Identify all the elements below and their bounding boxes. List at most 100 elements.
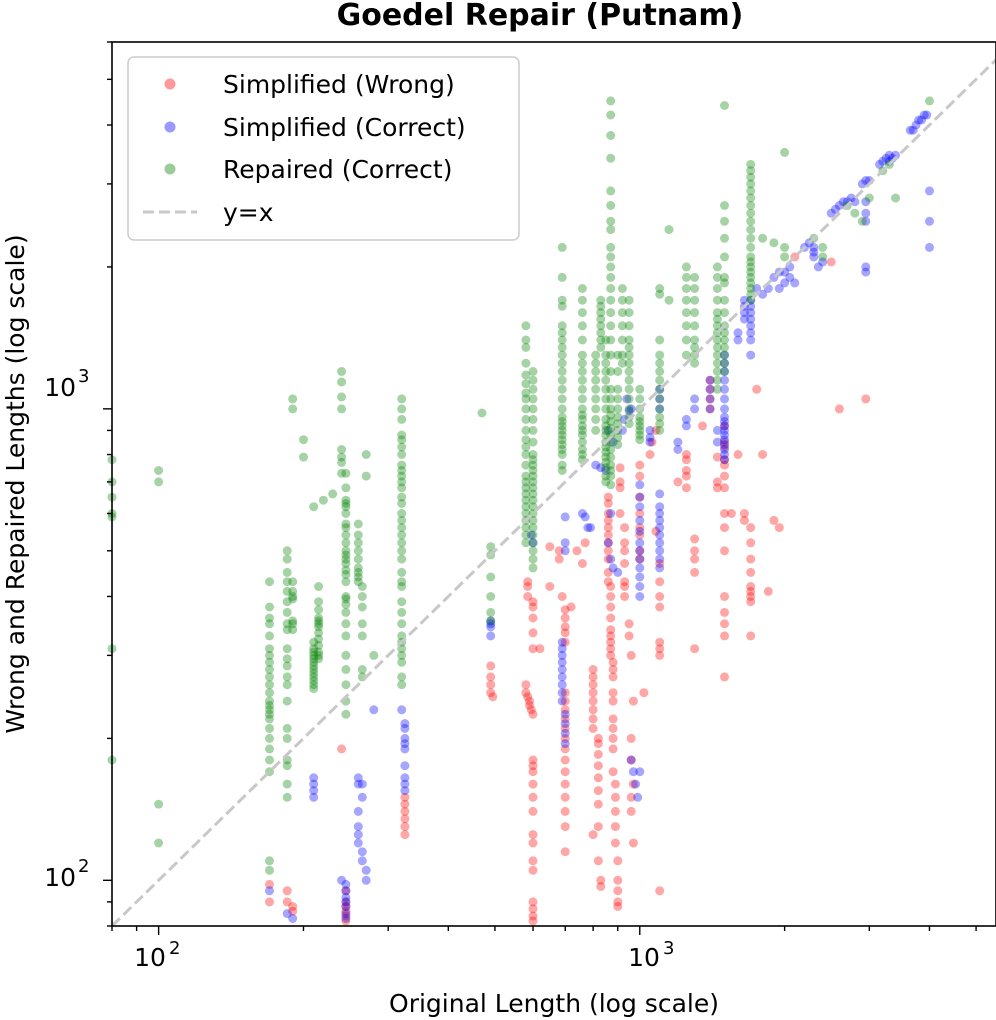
data-point: [528, 384, 538, 394]
data-point: [919, 110, 929, 120]
data-point: [628, 779, 638, 789]
data-point: [397, 577, 407, 587]
data-point: [601, 425, 611, 435]
data-point: [521, 358, 531, 368]
data-point: [681, 350, 691, 360]
data-point: [528, 538, 538, 548]
data-point: [397, 483, 407, 493]
data-point: [591, 350, 601, 360]
data-point: [690, 308, 700, 318]
data-point: [635, 538, 645, 548]
data-point: [288, 906, 298, 916]
data-point: [341, 592, 351, 601]
data-point: [557, 404, 567, 414]
data-point: [521, 538, 531, 548]
data-point: [265, 714, 274, 724]
data-point: [560, 744, 570, 754]
data-point: [613, 897, 623, 907]
data-point: [577, 375, 587, 385]
data-point: [583, 523, 593, 533]
data-point: [309, 665, 319, 674]
x-tick-exp: 3: [663, 938, 674, 959]
data-point: [545, 582, 555, 591]
data-point: [720, 435, 729, 445]
data-point: [341, 559, 351, 568]
data-point: [635, 546, 645, 556]
data-point: [624, 295, 634, 305]
data-point: [626, 733, 636, 743]
data-point: [635, 554, 645, 564]
data-point: [299, 435, 308, 445]
data-point: [265, 879, 274, 889]
data-point: [528, 455, 538, 465]
data-point: [593, 786, 603, 796]
data-point: [486, 592, 496, 601]
data-point: [861, 197, 871, 207]
data-point: [624, 358, 634, 368]
data-point: [606, 423, 616, 433]
data-point: [746, 193, 756, 203]
data-point: [655, 412, 665, 422]
data-point: [591, 384, 601, 394]
data-point: [397, 546, 407, 556]
data-point: [397, 582, 407, 591]
data-point: [282, 654, 292, 664]
data-point: [720, 358, 729, 368]
data-point: [705, 404, 715, 414]
data-point: [720, 384, 729, 394]
data-point: [720, 375, 729, 385]
data-point: [758, 233, 768, 243]
data-point: [265, 672, 274, 682]
data-point: [588, 723, 598, 733]
data-point: [288, 914, 298, 923]
data-point: [560, 847, 570, 857]
data-point: [712, 342, 722, 352]
data-point: [353, 538, 363, 548]
data-point: [613, 440, 623, 450]
data-point: [925, 186, 934, 196]
data-point: [610, 838, 620, 848]
data-point: [523, 592, 533, 601]
data-point: [557, 394, 567, 404]
data-point: [523, 692, 533, 702]
data-point: [397, 523, 407, 533]
data-point: [353, 546, 363, 556]
data-point: [655, 367, 665, 376]
data-point: [620, 546, 630, 556]
data-point: [528, 538, 538, 548]
data-point: [826, 208, 836, 218]
data-point: [528, 450, 538, 459]
data-point: [624, 350, 634, 360]
data-point: [526, 530, 536, 540]
data-point: [690, 394, 700, 404]
data-point: [560, 538, 570, 548]
data-point: [705, 384, 715, 394]
data-point: [528, 495, 538, 505]
data-point: [746, 308, 756, 318]
data-point: [341, 680, 351, 690]
data-point: [341, 468, 351, 478]
data-point: [265, 709, 274, 719]
data-point: [397, 509, 407, 518]
data-point: [720, 455, 729, 465]
data-point: [861, 262, 871, 272]
data-point: [746, 523, 756, 533]
data-point: [341, 607, 351, 617]
data-point: [606, 466, 616, 475]
data-point: [613, 412, 623, 422]
data-point: [560, 688, 570, 698]
data-point: [645, 425, 655, 435]
data-point: [486, 622, 496, 632]
data-point: [617, 350, 627, 360]
data-point: [639, 688, 649, 698]
data-point: [608, 665, 618, 674]
data-point: [337, 404, 347, 414]
data-point: [282, 546, 292, 556]
data-point: [557, 421, 567, 431]
data-point: [591, 358, 601, 368]
data-point: [830, 204, 840, 214]
data-point: [557, 672, 567, 682]
data-point: [596, 328, 606, 338]
data-point: [635, 515, 645, 525]
data-point: [577, 509, 587, 518]
